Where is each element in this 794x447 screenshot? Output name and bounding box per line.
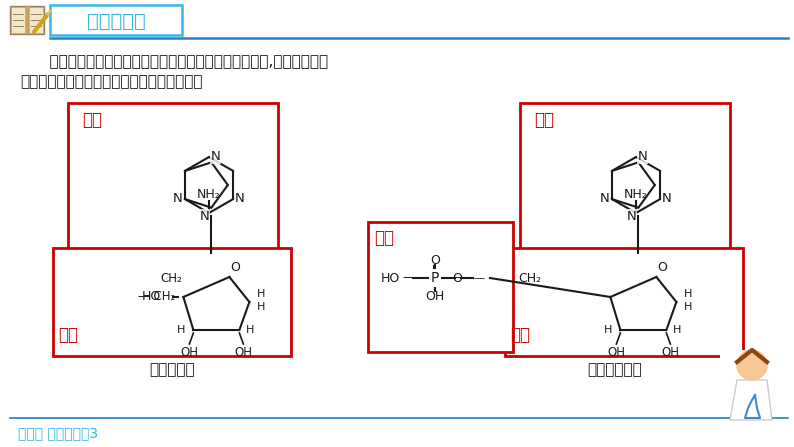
Text: HO: HO	[381, 271, 400, 284]
Text: H: H	[256, 302, 264, 312]
Text: O: O	[657, 261, 667, 274]
Bar	[505, 248, 743, 356]
Text: 腺嘌呤核苷和腺嘌呤核苷酸是生产核酸类药物的中间体,请在以下结构: 腺嘌呤核苷和腺嘌呤核苷酸是生产核酸类药物的中间体,请在以下结构	[30, 55, 328, 69]
Text: OH: OH	[607, 346, 626, 359]
Polygon shape	[730, 380, 772, 420]
Text: 简式中找出戊糖、碱基和磷酸所对应的部分。: 简式中找出戊糖、碱基和磷酸所对应的部分。	[20, 75, 202, 89]
Text: H: H	[256, 289, 264, 299]
Text: N: N	[199, 210, 210, 223]
Text: —: —	[403, 271, 415, 284]
Circle shape	[737, 350, 767, 380]
Bar	[11, 7, 25, 33]
Text: P: P	[431, 271, 439, 285]
Text: N: N	[235, 193, 245, 206]
Text: N: N	[662, 193, 672, 206]
Text: 碱基: 碱基	[82, 111, 102, 129]
Text: 人教版 选择性必修3: 人教版 选择性必修3	[18, 426, 98, 440]
Bar	[53, 248, 291, 356]
Text: 腺嘌呤核苷酸: 腺嘌呤核苷酸	[588, 363, 642, 378]
Text: —: —	[449, 271, 461, 284]
Text: 戊糖: 戊糖	[510, 326, 530, 344]
Bar	[520, 103, 730, 255]
Bar	[368, 222, 513, 352]
Text: — CH₂: — CH₂	[138, 291, 175, 304]
Text: O: O	[230, 261, 241, 274]
Text: HO: HO	[142, 291, 161, 304]
Text: 磷酸: 磷酸	[374, 229, 394, 247]
Text: H: H	[684, 289, 692, 299]
Bar	[68, 103, 278, 255]
Text: N: N	[173, 193, 183, 206]
Text: NH₂: NH₂	[624, 189, 648, 202]
Text: H: H	[684, 302, 692, 312]
Bar	[720, 350, 785, 425]
Bar	[26, 6, 29, 34]
Bar	[50, 5, 182, 35]
Text: N: N	[626, 210, 636, 223]
Text: CH₂: CH₂	[518, 271, 542, 284]
Text: O: O	[452, 271, 462, 284]
Text: H: H	[604, 325, 612, 335]
Text: CH₂: CH₂	[160, 272, 183, 285]
Text: OH: OH	[180, 346, 198, 359]
Text: OH: OH	[234, 346, 252, 359]
Text: N: N	[600, 193, 610, 206]
Text: N: N	[211, 151, 221, 164]
Text: NH₂: NH₂	[197, 189, 221, 202]
Bar	[29, 7, 43, 33]
Text: OH: OH	[661, 346, 680, 359]
Text: H: H	[245, 325, 254, 335]
Text: N: N	[638, 151, 648, 164]
Text: H: H	[673, 325, 680, 335]
Text: 思考与讨论: 思考与讨论	[87, 12, 145, 30]
Text: —: —	[473, 273, 484, 283]
Text: OH: OH	[426, 290, 445, 303]
Text: 戊糖: 戊糖	[58, 326, 78, 344]
Bar	[10, 6, 44, 34]
Text: H: H	[177, 325, 185, 335]
Text: 碱基: 碱基	[534, 111, 554, 129]
Text: O: O	[430, 253, 440, 266]
Text: 腺嘌呤核苷: 腺嘌呤核苷	[149, 363, 195, 378]
